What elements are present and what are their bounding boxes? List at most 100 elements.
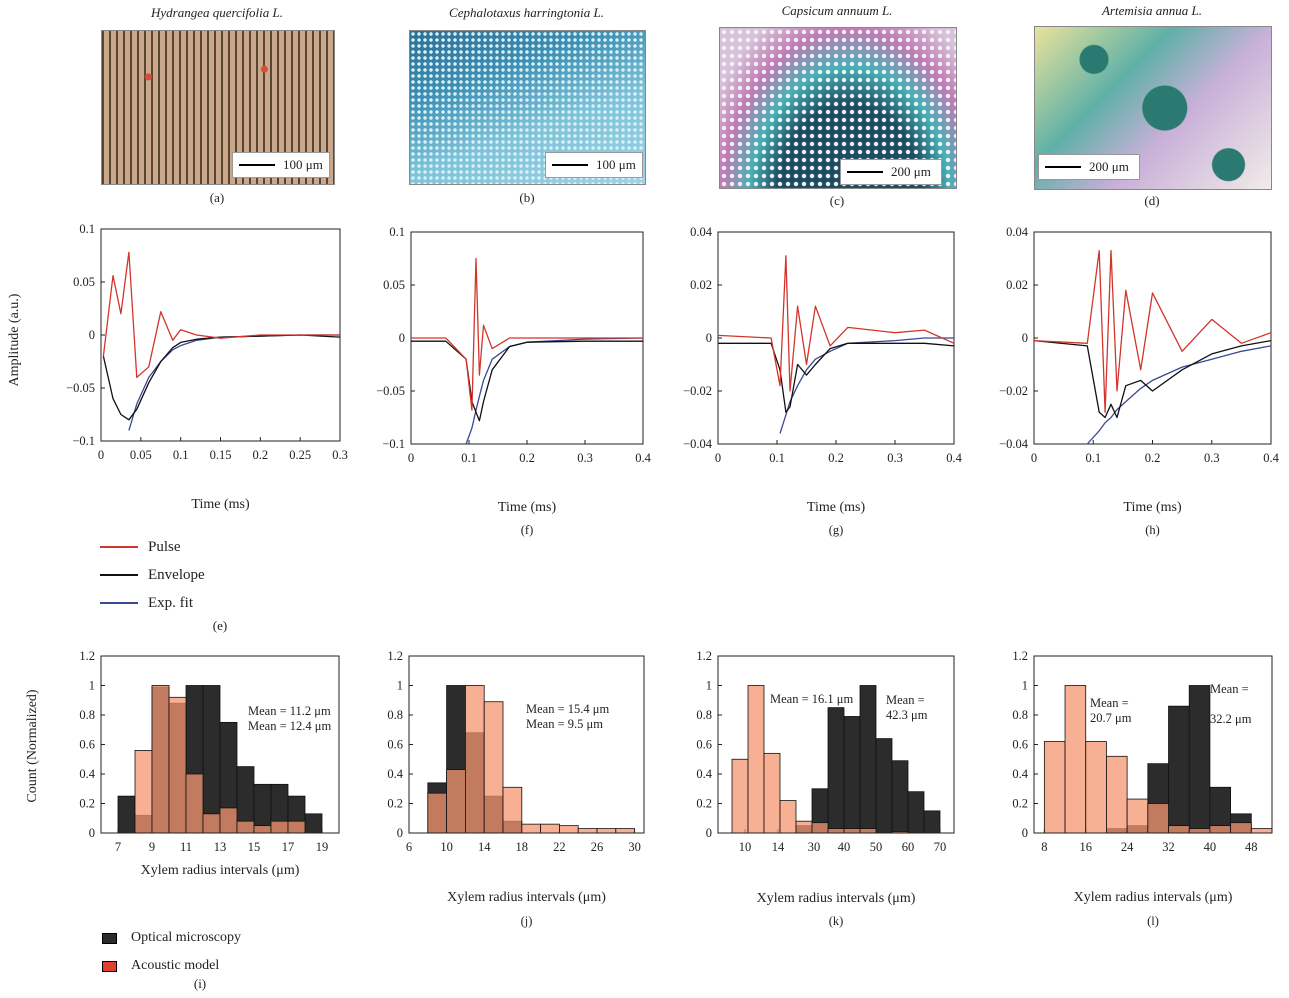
x-tick-label: 0 [98,448,104,462]
x-tick-label: 13 [214,840,227,854]
y-tick-label: 0.05 [73,275,95,289]
y-tick-label: −0.1 [72,434,95,448]
pulse-legend-label: Pulse [148,538,181,555]
mean-acoustic-label: Mean = 16.1 μm [770,692,853,706]
acoustic-bar [811,822,829,834]
x-tick-label: 22 [553,840,566,854]
x-tick-label: 0.1 [461,451,477,465]
histogram-x-axis-label: Xylem radius intervals (μm) [141,863,300,878]
x-tick-label: 60 [902,840,915,854]
histogram-x-axis-label: Xylem radius intervals (μm) [447,890,606,905]
y-tick-label: 1.2 [387,649,403,663]
y-tick-label: 0.6 [79,738,95,752]
scale-bar [1045,166,1081,168]
acoustic-bar [287,820,306,834]
x-tick-label: 0.1 [769,451,785,465]
acoustic-bar [731,758,749,834]
x-tick-label: 0.3 [332,448,348,462]
scale-bar-box: 200 μm [1038,154,1140,180]
y-tick-label: −0.04 [999,437,1029,451]
acoustic-bar [1043,741,1066,834]
x-tick-label: 24 [1121,840,1134,854]
y-tick-label: 1 [397,679,403,693]
x-tick-label: 0.2 [828,451,844,465]
exp-fit-line [779,337,954,434]
envelope-line [102,334,341,421]
scale-bar-label: 100 μm [283,157,323,172]
y-tick-label: 0.4 [79,767,95,781]
y-tick-label: 0 [89,328,95,342]
exp-fit-line [128,334,340,431]
waveform-caption: (f) [521,523,534,537]
micrograph-title: Capsicum annuum L. [781,3,893,18]
histogram-caption: (k) [829,914,844,928]
acoustic-bar [1126,798,1149,834]
y-tick-label: 0.8 [387,708,403,722]
scale-bar-label: 100 μm [596,157,636,172]
fit-legend-line [100,602,138,604]
mean-acoustic-label: 20.7 μm [1090,711,1132,725]
x-tick-label: 40 [1204,840,1217,854]
optical-bar [304,813,323,834]
y-tick-label: 0.6 [387,738,403,752]
fit-legend-label: Exp. fit [148,594,193,611]
optical-bar [1168,705,1190,834]
x-tick-label: 0.05 [130,448,152,462]
histogram-panel: 6 10 14 18 22 26 30 0 0.2 0.4 0.6 0.8 1 1.2 Mean = 15.… [387,649,645,928]
histogram-caption: (j) [521,914,533,928]
x-tick-label: 0 [715,451,721,465]
y-tick-label: 0.1 [389,225,405,239]
mean-optical-label: 42.3 μm [886,708,928,722]
x-tick-label: 0.2 [1145,451,1161,465]
mean-optical-label: 32.2 μm [1210,712,1252,726]
x-tick-label: 70 [934,840,947,854]
y-tick-label: 0.02 [1006,278,1028,292]
y-tick-label: 0.04 [690,225,713,239]
acoustic-bar [577,828,598,834]
scale-bar [239,164,275,166]
optical-bar [923,810,941,834]
y-tick-label: 1 [89,679,95,693]
x-tick-label: 48 [1245,840,1258,854]
envelope-line [718,342,955,413]
waveform-x-axis-label: Time (ms) [498,500,557,515]
acoustic-bar [1064,685,1087,834]
scale-bar-label: 200 μm [1089,159,1129,174]
envelope-legend-line [100,574,138,576]
y-tick-label: 1.2 [1012,649,1028,663]
y-tick-label: 0.02 [690,278,712,292]
x-tick-label: 32 [1162,840,1175,854]
pulse-legend-line [100,546,138,548]
y-tick-label: −0.1 [382,437,405,451]
y-tick-label: 0.6 [696,738,712,752]
y-tick-label: 0.05 [383,278,405,292]
x-tick-label: 0.3 [577,451,593,465]
acoustic-bar [596,828,617,834]
waveform-panel: 0 0.1 0.2 0.3 0.4 0.04 0.02 0 −0.02 −0.04 Time (ms… [999,225,1280,537]
scale-bar [847,171,883,173]
mean-optical-label: Mean = [1210,682,1249,696]
histogram-x-axis-label: Xylem radius intervals (μm) [1074,890,1233,905]
scale-bar [552,164,588,166]
y-tick-label: 0.2 [387,797,403,811]
acoustic-bar [483,701,504,834]
waveform-y-axis-label: Amplitude (a.u.) [7,293,22,386]
x-tick-label: 0.3 [887,451,903,465]
y-tick-label: 0.2 [79,797,95,811]
mean-acoustic-label: Mean = 11.2 μm [248,704,331,718]
acoustic-bar [464,685,485,834]
acoustic-bar [540,823,560,834]
histogram-legend: Optical microscopy Acoustic model [102,927,322,977]
x-tick-label: 0.4 [1263,451,1279,465]
x-tick-label: 10 [739,840,752,854]
acoustic-bar [236,820,255,834]
x-tick-label: 50 [870,840,883,854]
y-tick-label: 1 [1022,679,1028,693]
y-tick-label: −0.02 [683,384,712,398]
y-tick-label: 0.04 [1006,225,1029,239]
histogram-panel: 7 9 11 13 15 17 19 0 0.2 0.4 0.6 0.8 1 1.2 Mean = 11.2… [79,649,340,878]
acoustic-bar [134,750,153,834]
optical-bar [1188,685,1211,834]
acoustic-bar [1250,828,1273,834]
